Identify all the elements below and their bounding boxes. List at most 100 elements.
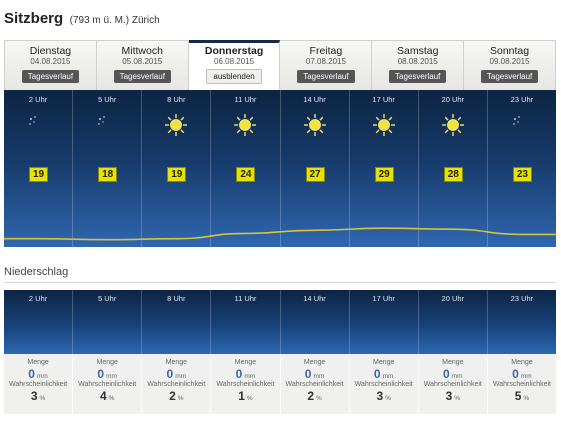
hour-column: 11 Uhr 24	[211, 90, 281, 247]
precip-stat: Menge 0 mm Wahrscheinlichkeit 2%	[142, 354, 212, 414]
section-divider	[4, 282, 556, 283]
precip-stat: Menge 0 mm Wahrscheinlichkeit 2%	[281, 354, 350, 414]
probability-label: Wahrscheinlichkeit	[9, 381, 68, 388]
probability-unit: %	[39, 395, 46, 402]
temperature-badge: 27	[305, 167, 325, 182]
amount-unit: mm	[313, 373, 325, 380]
probability-number: 2	[307, 389, 315, 403]
hour-label: 11 Uhr	[234, 95, 257, 104]
hourly-forecast-panel: 2 Uhr 19 5 Uhr 18 8 Uhr 19 11 Uhr 24 14 …	[4, 90, 556, 247]
day-date: 09.08.2015	[489, 57, 530, 66]
precipitation-panel: 2 Uhr 5 Uhr 8 Uhr 11 Uhr 14 Uhr 17 Uhr 20 Uhr 2…	[4, 290, 556, 354]
probability-label: Wahrscheinlichkeit	[216, 381, 275, 388]
hour-column: 5 Uhr 18	[73, 90, 143, 247]
hourly-columns: 2 Uhr 19 5 Uhr 18 8 Uhr 19 11 Uhr 24 14 …	[4, 90, 556, 247]
amount-unit: mm	[520, 373, 532, 380]
tagesverlauf-button[interactable]: Tagesverlauf	[389, 70, 447, 83]
hour-label: 5 Uhr	[98, 95, 117, 104]
tab-day-wednesday[interactable]: Mittwoch 05.08.2015 Tagesverlauf	[96, 40, 189, 90]
tab-day-friday[interactable]: Freitag 07.08.2015 Tagesverlauf	[280, 40, 373, 90]
hour-label: 2 Uhr	[28, 294, 48, 303]
probability-number: 5	[514, 389, 522, 403]
probability-label: Wahrscheinlichkeit	[78, 381, 137, 388]
probability-unit: %	[246, 395, 253, 402]
probability-value: 2%	[281, 388, 349, 403]
amount-number: 0	[304, 367, 312, 381]
moon-stars-icon	[95, 114, 119, 136]
amount-unit: mm	[382, 373, 394, 380]
precipitation-title: Niederschlag	[4, 266, 69, 278]
amount-label: Menge	[96, 359, 118, 366]
precip-stat: Menge 0 mm Wahrscheinlichkeit 3%	[4, 354, 74, 414]
sun-icon	[303, 114, 327, 136]
amount-value: 0 mm	[419, 366, 487, 381]
amount-label: Menge	[234, 359, 257, 366]
probability-label: Wahrscheinlichkeit	[354, 381, 413, 388]
tab-day-saturday[interactable]: Samstag 08.08.2015 Tagesverlauf	[372, 40, 465, 90]
probability-value: 3%	[350, 388, 418, 403]
hour-column: 14 Uhr 27	[281, 90, 350, 247]
precip-hour-column: 5 Uhr	[73, 290, 143, 354]
amount-number: 0	[235, 367, 243, 381]
probability-value: 3%	[419, 388, 487, 403]
amount-number: 0	[97, 367, 105, 381]
location-details: (793 m ü. M.) Zürich	[69, 15, 160, 26]
page-title: Sitzberg (793 m ü. M.) Zürich	[4, 10, 160, 30]
probability-unit: %	[523, 395, 530, 402]
hour-label: 20 Uhr	[441, 95, 465, 104]
tagesverlauf-button[interactable]: Tagesverlauf	[297, 70, 355, 83]
tab-day-thursday[interactable]: Donnerstag 06.08.2015 ausblenden	[188, 40, 281, 91]
tagesverlauf-button[interactable]: Tagesverlauf	[113, 70, 171, 83]
hour-label: 8 Uhr	[167, 95, 186, 104]
hour-label: 17 Uhr	[372, 95, 395, 104]
hour-label: 2 Uhr	[28, 95, 48, 104]
temperature-badge: 18	[98, 167, 118, 182]
amount-unit: mm	[106, 373, 117, 380]
probability-number: 2	[169, 389, 176, 403]
hour-column: 17 Uhr 29	[350, 90, 419, 247]
amount-value: 0 mm	[350, 366, 418, 381]
probability-unit: %	[177, 395, 184, 402]
day-name: Freitag	[309, 45, 343, 57]
moon-stars-icon	[510, 114, 534, 136]
amount-value: 0 mm	[73, 366, 141, 381]
hour-label: 11 Uhr	[234, 294, 257, 303]
amount-value: 0 mm	[488, 366, 556, 381]
hour-column: 23 Uhr 23	[488, 90, 556, 247]
day-date: 04.08.2015	[30, 57, 71, 66]
probability-label: Wahrscheinlichkeit	[147, 381, 206, 388]
amount-unit: mm	[36, 373, 48, 380]
tab-day-sunday[interactable]: Sonntag 09.08.2015 Tagesverlauf	[464, 40, 556, 90]
day-name: Donnerstag	[204, 45, 264, 57]
temperature-badge: 29	[374, 167, 394, 182]
day-name: Dienstag	[29, 45, 72, 57]
probability-number: 4	[99, 389, 107, 403]
hour-label: 17 Uhr	[372, 294, 395, 303]
amount-value: 0 mm	[281, 366, 349, 381]
precip-stat: Menge 0 mm Wahrscheinlichkeit 1%	[211, 354, 281, 414]
location-name: Sitzberg	[4, 10, 64, 27]
tagesverlauf-button[interactable]: Tagesverlauf	[21, 70, 80, 83]
probability-value: 4%	[73, 388, 141, 403]
hour-label: 23 Uhr	[510, 294, 534, 303]
amount-unit: mm	[175, 373, 187, 380]
hour-label: 14 Uhr	[303, 294, 326, 303]
sun-icon	[233, 114, 257, 136]
probability-value: 5%	[488, 388, 556, 403]
amount-label: Menge	[27, 359, 49, 366]
day-date: 08.08.2015	[397, 57, 438, 66]
ausblenden-button[interactable]: ausblenden	[206, 69, 262, 84]
amount-label: Menge	[372, 359, 395, 366]
probability-unit: %	[316, 395, 322, 402]
day-name: Mittwoch	[121, 45, 163, 57]
sun-icon	[372, 114, 396, 136]
temperature-badge: 28	[443, 167, 463, 182]
precip-stat: Menge 0 mm Wahrscheinlichkeit 3%	[350, 354, 419, 414]
probability-number: 3	[30, 389, 38, 403]
precip-hour-column: 11 Uhr	[211, 290, 281, 354]
tagesverlauf-button[interactable]: Tagesverlauf	[480, 70, 539, 83]
probability-value: 3%	[4, 388, 72, 403]
tab-day-tuesday[interactable]: Dienstag 04.08.2015 Tagesverlauf	[4, 40, 97, 90]
amount-value: 0 mm	[142, 366, 210, 381]
